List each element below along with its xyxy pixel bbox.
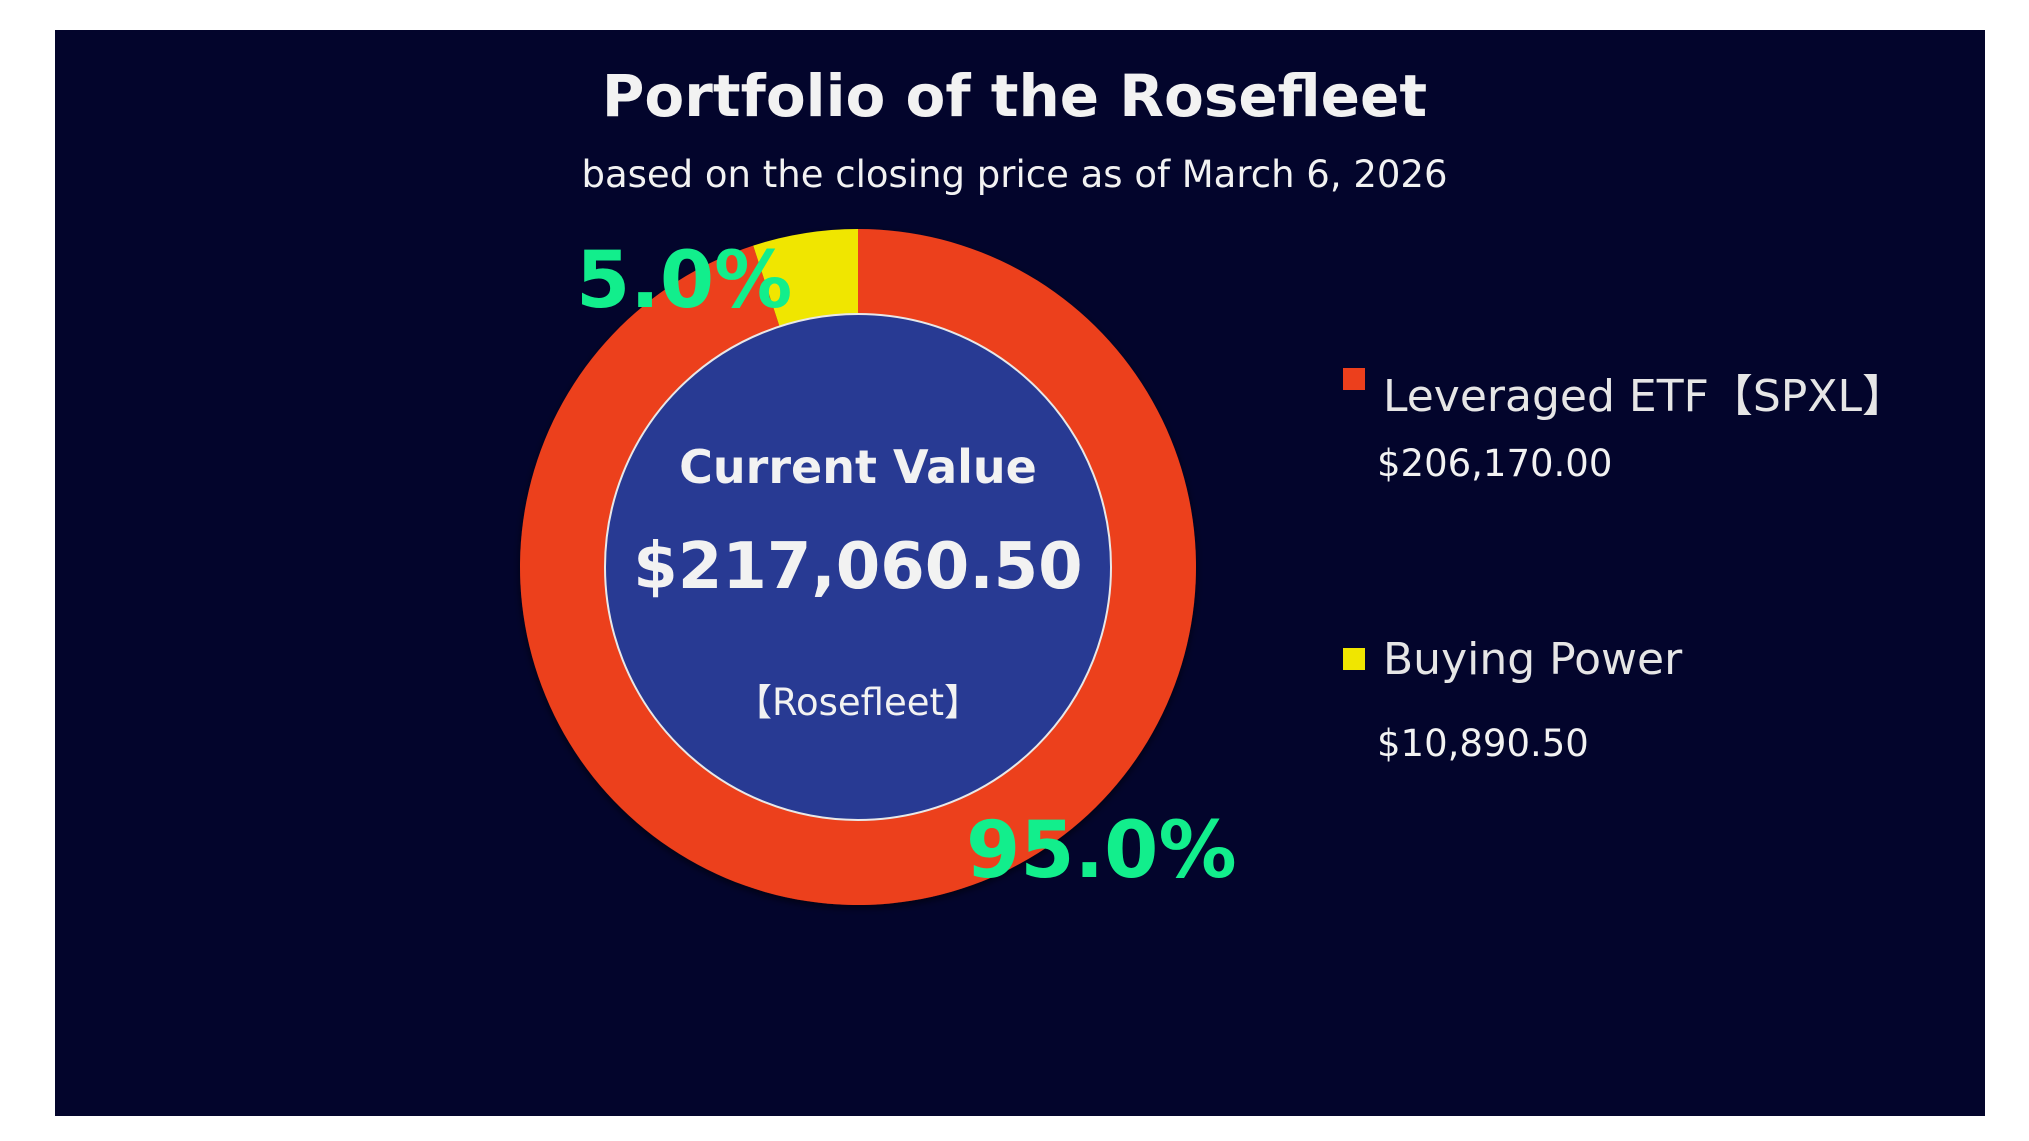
center-caption: 【Rosefleet】 [734, 681, 982, 724]
data-label-buying-power: 5.0% [576, 236, 793, 326]
donut-slice-buying-power [753, 229, 858, 327]
chart-title: Portfolio of the Rosefleet [601, 62, 1428, 130]
legend-label-leveraged-etf: Leveraged ETF【SPXL】 [1383, 371, 1906, 422]
legend-swatch-leveraged-etf [1343, 368, 1365, 390]
legend-label-buying-power: Buying Power [1383, 634, 1683, 685]
legend-value-leveraged-etf: $206,170.00 [1377, 442, 1613, 485]
legend-swatch-buying-power [1343, 648, 1365, 670]
center-total: $217,060.50 [633, 530, 1083, 604]
data-label-leveraged-etf: 95.0% [966, 806, 1237, 896]
legend-value-buying-power: $10,890.50 [1377, 722, 1589, 765]
center-heading: Current Value [679, 440, 1037, 494]
donut-center [604, 313, 1112, 821]
chart-subtitle: based on the closing price as of March 6… [581, 153, 1448, 196]
